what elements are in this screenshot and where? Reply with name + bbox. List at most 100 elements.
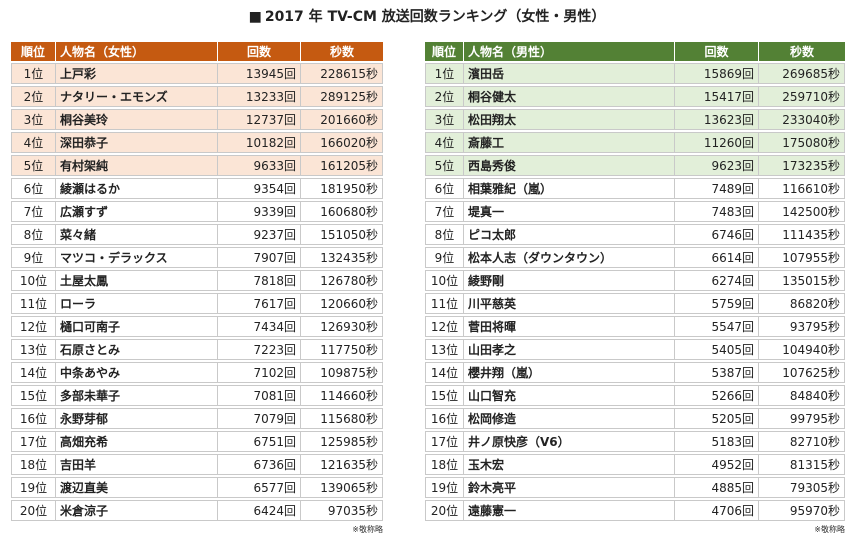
- table-row: 12位 樋口可南子 7434回 126930秒: [11, 316, 383, 337]
- rank-cell: 18位: [11, 454, 56, 475]
- name-cell: 井ノ原快彦（V6）: [464, 431, 675, 452]
- table-row: 13位 石原さとみ 7223回 117750秒: [11, 339, 383, 360]
- rank-cell: 6位: [11, 178, 56, 199]
- rank-cell: 5位: [425, 155, 464, 176]
- page-title-text: 2017 年 TV-CM 放送回数ランキング（女性・男性）: [264, 9, 606, 25]
- table-row: 12位 菅田将暉 5547回 93795秒: [425, 316, 845, 337]
- count-cell: 5387回: [675, 362, 759, 383]
- seconds-cell: 135015秒: [759, 270, 845, 291]
- name-cell: 中条あやみ: [56, 362, 218, 383]
- count-cell: 6274回: [675, 270, 759, 291]
- seconds-cell: 132435秒: [301, 247, 383, 268]
- count-cell: 6736回: [218, 454, 301, 475]
- name-cell: 広瀬すず: [56, 201, 218, 222]
- table-row: 14位 中条あやみ 7102回 109875秒: [11, 362, 383, 383]
- name-cell: 西島秀俊: [464, 155, 675, 176]
- seconds-cell: 115680秒: [301, 408, 383, 429]
- header-rank: 順位: [425, 42, 464, 61]
- rank-cell: 13位: [425, 339, 464, 360]
- table-row: 4位 深田恭子 10182回 166020秒: [11, 132, 383, 153]
- name-cell: 松田翔太: [464, 109, 675, 130]
- rank-cell: 16位: [11, 408, 56, 429]
- name-cell: 上戸彩: [56, 63, 218, 84]
- rank-cell: 3位: [425, 109, 464, 130]
- name-cell: 桐谷美玲: [56, 109, 218, 130]
- count-cell: 7907回: [218, 247, 301, 268]
- honorific-note: ※敬称略: [352, 525, 383, 534]
- count-cell: 6746回: [675, 224, 759, 245]
- header-seconds: 秒数: [301, 42, 383, 61]
- seconds-cell: 259710秒: [759, 86, 845, 107]
- seconds-cell: 104940秒: [759, 339, 845, 360]
- seconds-cell: 121635秒: [301, 454, 383, 475]
- table-row: 17位 高畑充希 6751回 125985秒: [11, 431, 383, 452]
- name-cell: 菅田将暉: [464, 316, 675, 337]
- rank-cell: 15位: [11, 385, 56, 406]
- seconds-cell: 126780秒: [301, 270, 383, 291]
- table-row: 11位 ローラ 7617回 120660秒: [11, 293, 383, 314]
- table-row: 3位 桐谷美玲 12737回 201660秒: [11, 109, 383, 130]
- count-cell: 9354回: [218, 178, 301, 199]
- table-row: 19位 鈴木亮平 4885回 79305秒: [425, 477, 845, 498]
- rank-cell: 9位: [11, 247, 56, 268]
- table-row: 4位 斎藤工 11260回 175080秒: [425, 132, 845, 153]
- seconds-cell: 114660秒: [301, 385, 383, 406]
- table-row: 18位 吉田羊 6736回 121635秒: [11, 454, 383, 475]
- table-row: 14位 櫻井翔（嵐） 5387回 107625秒: [425, 362, 845, 383]
- rank-cell: 13位: [11, 339, 56, 360]
- name-cell: 渡辺直美: [56, 477, 218, 498]
- page-title: ■ 2017 年 TV-CM 放送回数ランキング（女性・男性）: [0, 6, 854, 26]
- header-rank: 順位: [11, 42, 56, 61]
- count-cell: 9633回: [218, 155, 301, 176]
- table-row: 9位 マツコ・デラックス 7907回 132435秒: [11, 247, 383, 268]
- count-cell: 15417回: [675, 86, 759, 107]
- seconds-cell: 151050秒: [301, 224, 383, 245]
- female-ranking-panel: 順位 人物名（女性） 回数 秒数 1位 上戸彩 13945回 228615秒 2位 ナタリ…: [11, 40, 383, 535]
- rank-cell: 14位: [425, 362, 464, 383]
- rank-cell: 18位: [425, 454, 464, 475]
- count-cell: 5547回: [675, 316, 759, 337]
- table-row: 15位 山口智充 5266回 84840秒: [425, 385, 845, 406]
- table-row: 2位 桐谷健太 15417回 259710秒: [425, 86, 845, 107]
- rank-cell: 20位: [11, 500, 56, 521]
- female-table-header: 順位 人物名（女性） 回数 秒数: [11, 42, 383, 61]
- seconds-cell: 93795秒: [759, 316, 845, 337]
- count-cell: 6614回: [675, 247, 759, 268]
- count-cell: 15869回: [675, 63, 759, 84]
- header-count: 回数: [218, 42, 301, 61]
- rank-cell: 17位: [425, 431, 464, 452]
- female-table-body: 1位 上戸彩 13945回 228615秒 2位 ナタリー・エモンズ 13233回 28912…: [11, 63, 383, 521]
- seconds-cell: 181950秒: [301, 178, 383, 199]
- seconds-cell: 160680秒: [301, 201, 383, 222]
- count-cell: 9623回: [675, 155, 759, 176]
- seconds-cell: 86820秒: [759, 293, 845, 314]
- seconds-cell: 173235秒: [759, 155, 845, 176]
- name-cell: ローラ: [56, 293, 218, 314]
- rank-cell: 15位: [425, 385, 464, 406]
- name-cell: 桐谷健太: [464, 86, 675, 107]
- table-row: 7位 広瀬すず 9339回 160680秒: [11, 201, 383, 222]
- count-cell: 5266回: [675, 385, 759, 406]
- seconds-cell: 269685秒: [759, 63, 845, 84]
- rank-cell: 7位: [11, 201, 56, 222]
- name-cell: マツコ・デラックス: [56, 247, 218, 268]
- seconds-cell: 126930秒: [301, 316, 383, 337]
- rank-cell: 17位: [11, 431, 56, 452]
- count-cell: 9237回: [218, 224, 301, 245]
- male-table-body: 1位 濱田岳 15869回 269685秒 2位 桐谷健太 15417回 259710秒 3位松…: [425, 63, 845, 521]
- rank-cell: 20位: [425, 500, 464, 521]
- table-row: 5位 西島秀俊 9623回 173235秒: [425, 155, 845, 176]
- name-cell: 櫻井翔（嵐）: [464, 362, 675, 383]
- title-square-mark: ■: [248, 9, 262, 25]
- count-cell: 5183回: [675, 431, 759, 452]
- female-ranking-table: 順位 人物名（女性） 回数 秒数 1位 上戸彩 13945回 228615秒 2位 ナタリ…: [11, 40, 383, 523]
- name-cell: 相葉雅紀（嵐）: [464, 178, 675, 199]
- rank-cell: 12位: [425, 316, 464, 337]
- name-cell: 深田恭子: [56, 132, 218, 153]
- count-cell: 13233回: [218, 86, 301, 107]
- table-row: 6位 相葉雅紀（嵐） 7489回 116610秒: [425, 178, 845, 199]
- name-cell: 山田孝之: [464, 339, 675, 360]
- name-cell: 川平慈英: [464, 293, 675, 314]
- rank-cell: 11位: [11, 293, 56, 314]
- count-cell: 9339回: [218, 201, 301, 222]
